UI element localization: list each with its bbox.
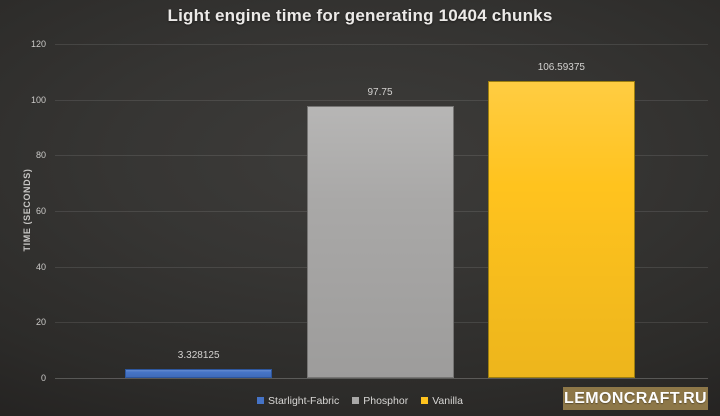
legend-item-phosphor: Phosphor: [352, 395, 408, 407]
y-tick-80: 80: [35, 150, 46, 161]
y-tick-60: 60: [35, 206, 46, 216]
y-tick-120: 120: [30, 39, 46, 49]
gridline-100: [55, 99, 708, 101]
legend-label-vanilla: Vanilla: [432, 394, 463, 407]
y-tick-40: 40: [35, 261, 46, 272]
legend-label-starlight-fabric: Starlight-Fabric: [268, 394, 340, 407]
bar-starlight-fabric: [125, 368, 273, 378]
y-tick-0: 0: [40, 373, 46, 383]
chart-title: Light engine time for generating 10404 c…: [167, 6, 553, 25]
legend-swatch-icon: [421, 397, 429, 404]
legend: Starlight-Fabric Phosphor Vanilla: [0, 393, 720, 408]
legend-swatch-icon: [352, 397, 360, 404]
watermark-badge: LEMONCRAFT.RU: [563, 387, 708, 410]
gridline-120: [55, 44, 708, 45]
bar-vanilla: [487, 81, 635, 378]
legend-label-phosphor: Phosphor: [363, 394, 409, 407]
bar-value-vanilla: 106.59375: [537, 62, 585, 74]
bar-phosphor: [306, 105, 454, 378]
legend-item-vanilla: Vanilla: [421, 395, 463, 407]
bar-value-phosphor: 97.75: [367, 86, 393, 98]
y-tick-100: 100: [30, 94, 46, 105]
bar-value-starlight-fabric: 3.328125: [177, 349, 220, 361]
x-axis-line: [55, 378, 708, 379]
legend-swatch-icon: [257, 397, 265, 404]
legend-item-starlight-fabric: Starlight-Fabric: [257, 395, 339, 407]
y-tick-20: 20: [35, 317, 46, 328]
